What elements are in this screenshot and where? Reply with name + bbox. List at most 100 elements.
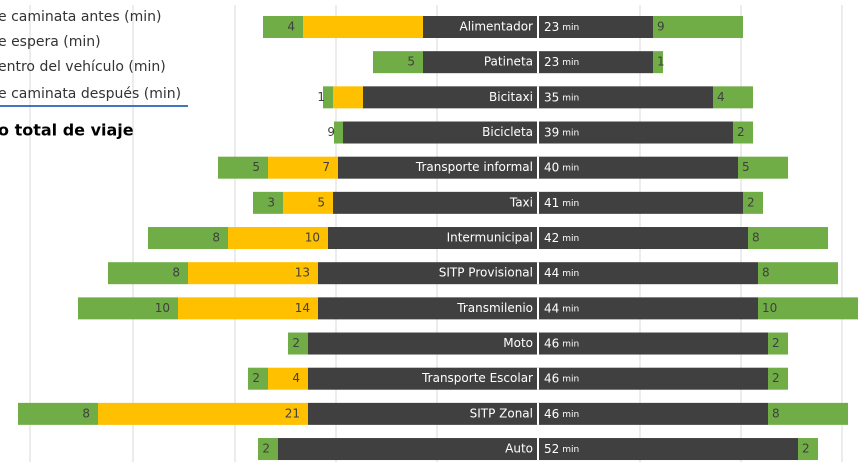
in-vehicle-label: 39 min [544, 125, 579, 139]
walk-before-label: 8 [172, 266, 180, 280]
walk-before-label: 5 [252, 160, 260, 174]
walk-after-label: 2 [747, 195, 755, 209]
walk-after-label: 5 [742, 160, 750, 174]
in-vehicle-label: 46 min [544, 336, 579, 350]
value: 41 [544, 195, 559, 209]
bar-wait [268, 367, 308, 390]
walk-after-label: 2 [772, 336, 780, 350]
bar-walk-after [768, 402, 848, 425]
wait-label: 21 [285, 406, 300, 420]
wait-label: 10 [305, 231, 320, 245]
unit: min [562, 269, 579, 279]
wait-label: 7 [322, 160, 330, 174]
walk-after-label: 9 [657, 20, 665, 34]
unit: min [562, 374, 579, 384]
bar-walk-after [758, 262, 838, 285]
bar-wait [188, 262, 318, 285]
value: 40 [544, 160, 559, 174]
walk-after-label: 10 [762, 301, 777, 315]
legend-entry: e espera (min) [0, 34, 101, 50]
bar-walk-after [653, 16, 743, 38]
in-vehicle-label: 46 min [544, 371, 579, 385]
category-label: Auto [505, 442, 533, 456]
bar-walk-after [768, 332, 788, 355]
unit: min [562, 445, 579, 455]
walk-before-label: 10 [155, 301, 170, 315]
category-label: Transporte Escolar [421, 371, 533, 385]
bar-walk-after [743, 191, 763, 214]
walk-after-label: 8 [752, 231, 760, 245]
value: 23 [544, 20, 559, 34]
annotation: o total de viaje [0, 121, 134, 140]
value: 46 [544, 406, 559, 420]
in-vehicle-label: 23 min [544, 55, 579, 69]
value: 46 [544, 336, 559, 350]
unit: min [562, 339, 579, 349]
wait-label: 13 [295, 266, 310, 280]
bar-walk-before [148, 227, 228, 250]
bar-walk-before [323, 86, 333, 109]
unit: min [562, 234, 579, 244]
bar-walk-before [108, 262, 188, 285]
value: 39 [544, 125, 559, 139]
category-label: Intermunicipal [447, 231, 533, 245]
bar-wait [303, 16, 423, 38]
bar-walk-before [263, 16, 303, 38]
category-label: Transmilenio [456, 301, 533, 315]
in-vehicle-label: 46 min [544, 406, 579, 420]
in-vehicle-label: 44 min [544, 266, 579, 280]
in-vehicle-label: 23 min [544, 20, 579, 34]
bar-walk-before [288, 332, 308, 355]
bar-walk-after [768, 367, 788, 390]
bar-walk-after [758, 297, 858, 320]
walk-after-label: 8 [772, 406, 780, 420]
bar-walk-after [713, 86, 753, 109]
walk-before-label: 8 [212, 231, 220, 245]
bar-wait [98, 402, 308, 425]
bar-walk-before [258, 438, 278, 461]
value: 44 [544, 301, 559, 315]
walk-after-label: 8 [762, 266, 770, 280]
unit: min [562, 304, 579, 314]
bar-walk-after [748, 227, 828, 250]
walk-after-label: 1 [657, 55, 665, 69]
walk-after-label: 2 [802, 442, 810, 456]
in-vehicle-label: 52 min [544, 442, 579, 456]
wait-label: 5 [317, 195, 325, 209]
bar-walk-before [334, 121, 343, 144]
legend-entry: e caminata antes (min) [0, 9, 161, 25]
wait-label: 4 [292, 371, 300, 385]
category-label: Moto [503, 336, 533, 350]
walk-after-label: 2 [772, 371, 780, 385]
walk-after-label: 2 [737, 125, 745, 139]
unit: min [562, 93, 579, 103]
category-label: Bicicleta [482, 125, 533, 139]
bar-walk-before [18, 402, 98, 425]
value: 46 [544, 371, 559, 385]
walk-before-label: 4 [287, 20, 295, 34]
walk-before-label: 2 [262, 442, 270, 456]
walk-after-label: 4 [717, 90, 725, 104]
in-vehicle-label: 41 min [544, 195, 579, 209]
bar-wait [333, 86, 363, 109]
category-label: Transporte informal [415, 160, 533, 174]
bar-wait [283, 191, 333, 214]
bar-wait [228, 227, 328, 250]
walk-before-label: 2 [252, 371, 260, 385]
bar-walk-after [653, 51, 663, 74]
bar-walk-after [798, 438, 818, 461]
bar-wait [268, 156, 338, 179]
value: 44 [544, 266, 559, 280]
unit: min [562, 198, 579, 208]
bar-wait [178, 297, 318, 320]
bar-walk-before [253, 191, 283, 214]
walk-before-label: 3 [267, 195, 275, 209]
value: 23 [544, 55, 559, 69]
value: 42 [544, 231, 559, 245]
category-label: Patineta [484, 55, 533, 69]
bar-walk-before [248, 367, 268, 390]
bar-walk-after [733, 121, 753, 144]
in-vehicle-label: 44 min [544, 301, 579, 315]
